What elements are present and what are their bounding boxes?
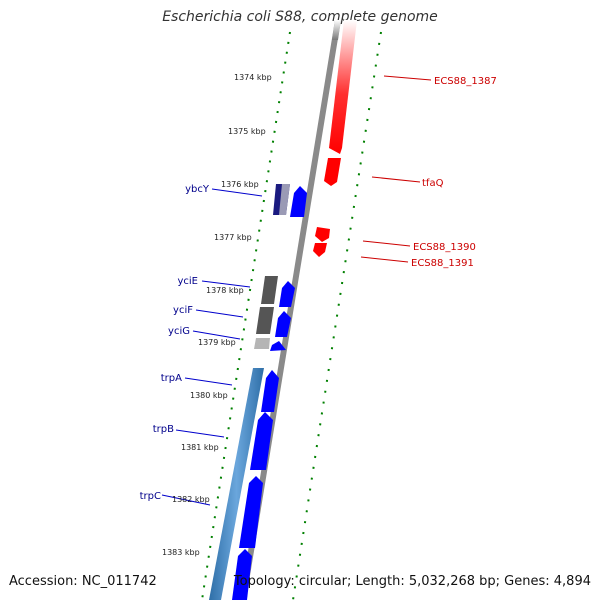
- gene-label-tfaq[interactable]: tfaQ: [422, 178, 444, 189]
- gene-label-trpb[interactable]: trpB: [153, 424, 174, 435]
- leader-ycig: [192, 330, 241, 340]
- genome-backbone-top: [332, 20, 341, 40]
- gene-label-trpc[interactable]: trpC: [140, 491, 161, 502]
- gc-track-right: [292, 31, 382, 600]
- gene-trpc-shape: [239, 476, 263, 548]
- gene-ecs88-1387-shape: [329, 20, 357, 154]
- operon-bar: [209, 368, 264, 600]
- gene-ybcy-shape: [290, 186, 307, 217]
- tick-label: 1376 kbp: [221, 180, 259, 189]
- gene-tfaq-shape: [324, 158, 341, 186]
- accession-text: Accession: NC_011742: [9, 574, 157, 589]
- genome-summary-text: Topology: circular; Length: 5,032,268 bp…: [233, 574, 591, 589]
- gene-label-ecs88-1390[interactable]: ECS88_1390: [413, 242, 476, 253]
- tick-label: 1377 kbp: [214, 233, 252, 242]
- leader-ecs88-1390: [362, 240, 411, 247]
- leader-ecs88-1387: [383, 75, 432, 81]
- gene-block-ycif: [256, 307, 274, 334]
- gene-label-ecs88-1387[interactable]: ECS88_1387: [434, 76, 497, 87]
- gene-ycif-shape: [275, 311, 291, 337]
- gene-ycig-shape: [270, 341, 286, 351]
- gene-label-ycig[interactable]: yciG: [168, 326, 190, 337]
- gene-label-ycie[interactable]: yciE: [177, 276, 198, 287]
- leader-trpc: [161, 494, 211, 506]
- gene-trpb-shape: [250, 412, 273, 470]
- tick-label: 1379 kbp: [198, 338, 236, 347]
- gene-trpd-shape: [232, 549, 252, 600]
- tick-label: 1382 kbp: [172, 495, 210, 504]
- tick-label: 1378 kbp: [206, 286, 244, 295]
- gene-label-trpa[interactable]: trpA: [161, 373, 182, 384]
- tick-label: 1375 kbp: [228, 127, 266, 136]
- tick-label: 1383 kbp: [162, 548, 200, 557]
- tick-label: 1381 kbp: [181, 443, 219, 452]
- leader-ybcy: [211, 188, 263, 197]
- gene-label-ecs88-1391[interactable]: ECS88_1391: [411, 258, 474, 269]
- leader-trpb: [175, 429, 225, 438]
- leader-ecs88-1391: [360, 256, 409, 263]
- gene-trpa-shape: [261, 370, 279, 412]
- gene-label-ycif[interactable]: yciF: [173, 305, 193, 316]
- gene-ecs88-1390-shape: [315, 227, 330, 242]
- tick-label: 1380 kbp: [190, 391, 228, 400]
- leader-ycie: [201, 280, 251, 288]
- gene-block-ycig: [254, 338, 270, 349]
- gene-block-ycie: [261, 276, 278, 304]
- tick-label: 1374 kbp: [234, 73, 272, 82]
- gene-block-ybcy-fade: [279, 184, 290, 215]
- leader-ycif: [195, 309, 244, 318]
- gene-label-ybcy[interactable]: ybcY: [185, 184, 210, 195]
- genome-title: Escherichia coli S88, complete genome: [162, 9, 438, 25]
- gene-ycie-shape: [279, 281, 295, 307]
- leader-tfaq: [371, 176, 421, 183]
- leader-trpa: [184, 377, 233, 386]
- gene-ecs88-1391-shape: [313, 243, 327, 257]
